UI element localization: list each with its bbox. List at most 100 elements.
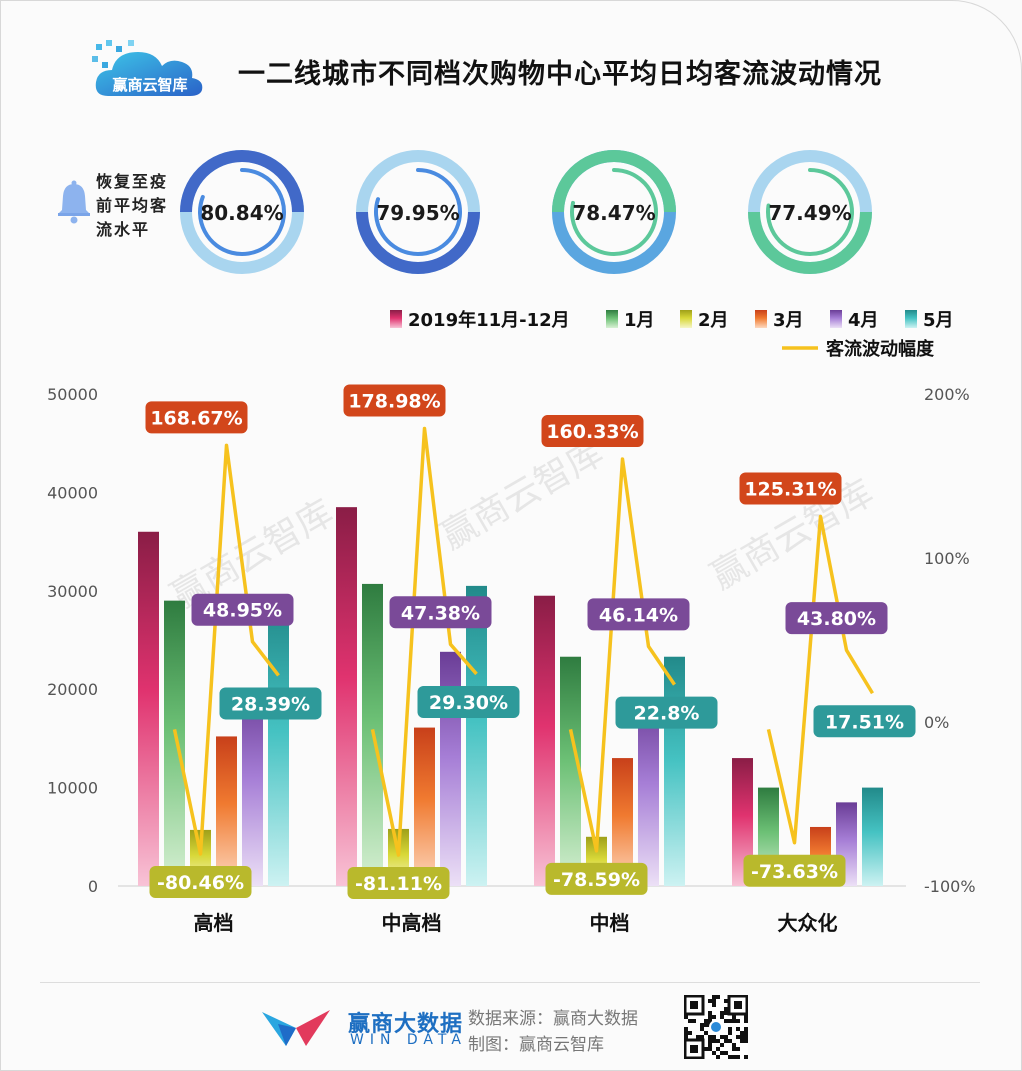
gauge-progress-arc: [570, 168, 658, 256]
fluctuation-line: [568, 457, 676, 853]
x-tick-label: 中档: [590, 911, 630, 935]
legend-item: 5月: [905, 310, 954, 331]
gauge-progress-arc: [374, 168, 462, 256]
chart-maker: 制图：赢商云智库: [468, 1035, 604, 1055]
gauge-progress-arc: [766, 168, 854, 256]
data-label-box: [545, 862, 648, 895]
data-label: -73.63%: [743, 854, 846, 887]
data-label-box: [587, 598, 690, 631]
recovery-label: 恢复至疫前平均客流水平: [96, 172, 169, 239]
data-label-text: 43.80%: [797, 608, 876, 630]
data-label-box: [219, 687, 322, 720]
data-label-text: 178.98%: [348, 390, 440, 412]
legend-item: 3月: [755, 310, 804, 331]
category-group: 大众化 -73.63% 125.31% 43.80% 17.51%: [732, 472, 916, 935]
data-label: 29.30%: [417, 685, 520, 718]
footer-brand-en: WIN DATA: [350, 1032, 467, 1048]
gauge-value: 79.95%: [376, 201, 459, 225]
bar: [138, 531, 159, 886]
legend-item: 客流波动幅度: [782, 338, 935, 360]
legend-label: 4月: [848, 310, 879, 331]
data-label-box: [743, 854, 846, 887]
data-label-box: [389, 596, 492, 629]
data-label-box: [417, 685, 520, 718]
recovery-gauge: 79.95%: [356, 150, 480, 274]
recovery-gauge: 77.49%: [748, 150, 872, 274]
bar: [534, 595, 555, 886]
legend-label: 1月: [624, 310, 655, 331]
bar: [242, 689, 263, 886]
gauge-progress-arc: [198, 168, 286, 256]
category-group: 高档 -80.46% 168.67% 48.95% 28.39%: [138, 401, 322, 935]
category-group: 中高档 -81.11% 178.98% 47.38% 29.30%: [336, 384, 520, 935]
data-label-box: [347, 867, 450, 900]
data-label-text: 168.67%: [150, 407, 242, 429]
y-right-tick-label: 0%: [924, 713, 949, 732]
data-label-text: 28.39%: [231, 693, 310, 715]
logo-text: 赢商云智库: [112, 76, 187, 94]
bar: [336, 507, 357, 886]
data-label: 22.8%: [615, 696, 718, 729]
recovery-gauge: 80.84%: [180, 150, 304, 274]
y-left-tick-label: 40000: [47, 483, 98, 502]
bar: [664, 656, 685, 886]
data-label-box: [149, 865, 252, 898]
bar: [862, 787, 883, 886]
legend-item: 1月: [606, 310, 655, 331]
data-label: 47.38%: [389, 596, 492, 629]
bar: [414, 727, 435, 886]
footer-divider: [40, 982, 980, 983]
y-left-tick-label: 50000: [47, 385, 98, 404]
fluctuation-line: [172, 443, 280, 856]
gauge-outer-arc: [356, 211, 480, 274]
data-label: 28.39%: [219, 687, 322, 720]
gauge-outer-arc: [552, 150, 676, 213]
legend-label: 3月: [773, 310, 804, 331]
y-left-tick-label: 10000: [47, 779, 98, 798]
data-label: -80.46%: [149, 865, 252, 898]
y-right-tick-label: 200%: [924, 385, 970, 404]
legend-item: 2019年11月-12月: [390, 309, 570, 331]
bar: [560, 656, 581, 886]
footer-brand: 赢商大数据: [348, 1012, 464, 1037]
passenger-flow-chart: 0 10000 20000 30000 40000 50000 -100% 0% 100% 200…: [47, 309, 975, 935]
bar: [164, 600, 185, 886]
data-source: 数据来源：赢商大数据: [468, 1009, 638, 1029]
x-tick-label: 大众化: [778, 911, 838, 935]
data-label-text: 160.33%: [546, 421, 638, 443]
gauge-outer-arc: [180, 150, 304, 213]
bar: [216, 736, 237, 886]
bar: [466, 585, 487, 886]
data-label: 48.95%: [191, 593, 294, 626]
data-label-box: [739, 472, 842, 505]
data-label-box: [785, 602, 888, 635]
data-label-box: [813, 705, 916, 738]
y-left-tick-label: 0: [88, 877, 98, 896]
data-label-text: 46.14%: [599, 604, 678, 626]
data-label: -81.11%: [347, 867, 450, 900]
data-label-box: [145, 401, 248, 434]
data-label: 178.98%: [343, 384, 446, 417]
data-label-box: [541, 415, 644, 448]
bar: [732, 758, 753, 886]
page-title: 一二线城市不同档次购物中心平均日均客流波动情况: [238, 59, 882, 90]
data-label: -78.59%: [545, 862, 648, 895]
legend-label: 5月: [923, 310, 954, 331]
gauge-outer-arc: [748, 211, 872, 274]
y-left-tick-label: 20000: [47, 680, 98, 699]
data-label: 125.31%: [739, 472, 842, 505]
data-label-text: 22.8%: [634, 703, 700, 725]
qr-code-icon: [684, 995, 748, 1059]
bar: [638, 699, 659, 886]
legend-label: 客流波动幅度: [826, 338, 935, 360]
y-left-tick-label: 30000: [47, 582, 98, 601]
data-label-text: 48.95%: [203, 600, 282, 622]
legend-swatch: [680, 310, 692, 328]
data-label-text: -80.46%: [157, 872, 244, 894]
data-label-text: -78.59%: [553, 869, 640, 891]
data-label-box: [615, 696, 718, 729]
legend-item: 4月: [830, 310, 879, 331]
data-label: 46.14%: [587, 598, 690, 631]
